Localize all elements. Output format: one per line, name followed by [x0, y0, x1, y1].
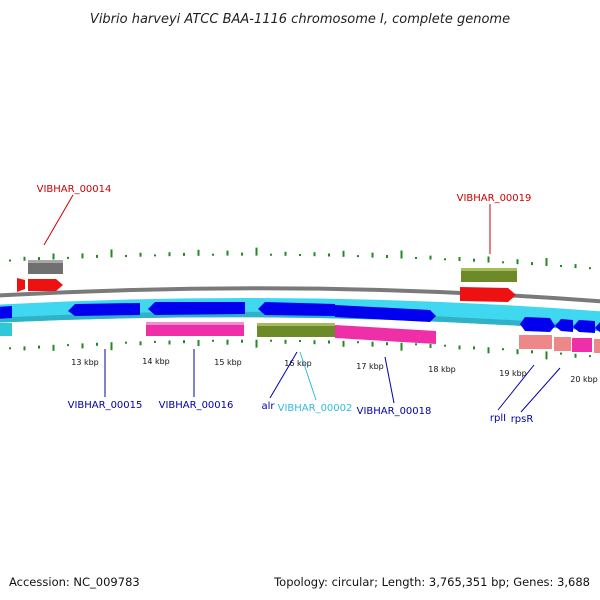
accession-text: Accession: NC_009783: [9, 575, 140, 589]
cds-arrow[interactable]: [258, 302, 335, 316]
feature-olive-highlight: [257, 323, 335, 326]
feature-salmon[interactable]: [594, 339, 600, 353]
gene-band-shade: [0, 311, 600, 332]
gene-label-vibhar-00016[interactable]: VIBHAR_00016: [159, 400, 234, 411]
cds-arrow[interactable]: [0, 306, 12, 319]
cds-arrow[interactable]: [148, 302, 245, 315]
kbp-scale: 13 kbp 14 kbp 15 kbp 16 kbp 17 kbp 18 kb…: [71, 357, 598, 384]
tick-label: 17 kbp: [356, 362, 384, 371]
cds-arrow[interactable]: [595, 321, 600, 334]
gene-label-alr[interactable]: alr: [261, 401, 275, 412]
label-leaders: [43, 194, 561, 413]
feature-olive[interactable]: [461, 268, 517, 282]
feature-pink[interactable]: [146, 322, 244, 336]
feature-salmon[interactable]: [519, 335, 552, 349]
cds-arrow[interactable]: [520, 317, 555, 332]
gene-label-vibhar-00002[interactable]: VIBHAR_00002: [278, 403, 353, 414]
feature-pink-highlight: [146, 322, 244, 325]
feature-pink[interactable]: [335, 325, 436, 344]
backbone-arc: [0, 286, 600, 304]
map-title: Vibrio harveyi ATCC BAA-1116 chromosome …: [90, 12, 510, 27]
tick-label: 13 kbp: [71, 358, 99, 367]
gene-label-vibhar-00015[interactable]: VIBHAR_00015: [68, 400, 143, 411]
gene-label-vibhar-00018[interactable]: VIBHAR_00018: [357, 406, 432, 417]
tick-label: 20 kbp: [570, 375, 598, 384]
gene-label-vibhar-00014[interactable]: VIBHAR_00014: [37, 184, 112, 195]
cds-arrow[interactable]: [555, 319, 573, 332]
cds-arrow[interactable]: [68, 303, 140, 316]
gene-label-vibhar-00019[interactable]: VIBHAR_00019: [457, 193, 532, 204]
feature-salmon[interactable]: [554, 337, 571, 351]
feature-pink[interactable]: [572, 338, 592, 352]
genome-summary: Topology: circular; Length: 3,765,351 bp…: [274, 575, 590, 589]
gene-label-rpll[interactable]: rplI: [490, 413, 506, 424]
outer-features: [17, 260, 517, 302]
tick-label: 18 kbp: [428, 365, 456, 374]
inner-features: [0, 322, 600, 353]
gene-label-rpsr[interactable]: rpsR: [511, 414, 534, 425]
gc-skew-upper-ticks: [9, 247, 591, 270]
feature-olive[interactable]: [257, 323, 335, 337]
gene-labels: VIBHAR_00014 VIBHAR_00019 VIBHAR_00015 V…: [37, 184, 534, 425]
gene-track: [0, 297, 600, 334]
cds-arrow[interactable]: [573, 320, 595, 333]
feature-gray[interactable]: [28, 260, 63, 274]
tick-label: 15 kbp: [214, 358, 242, 367]
feature-red-arrow[interactable]: [460, 287, 516, 302]
tick-label: 16 kbp: [284, 359, 312, 368]
feature-cyan[interactable]: [0, 323, 12, 336]
cds-arrow[interactable]: [335, 305, 436, 322]
gc-skew-lower-ticks: [9, 339, 591, 360]
feature-red-arrow[interactable]: [28, 279, 63, 291]
tick-label: 19 kbp: [499, 369, 527, 378]
feature-red-arrow[interactable]: [17, 278, 25, 292]
feature-olive-highlight: [461, 268, 517, 271]
tick-label: 14 kbp: [142, 357, 170, 366]
feature-gray-highlight: [28, 260, 63, 263]
